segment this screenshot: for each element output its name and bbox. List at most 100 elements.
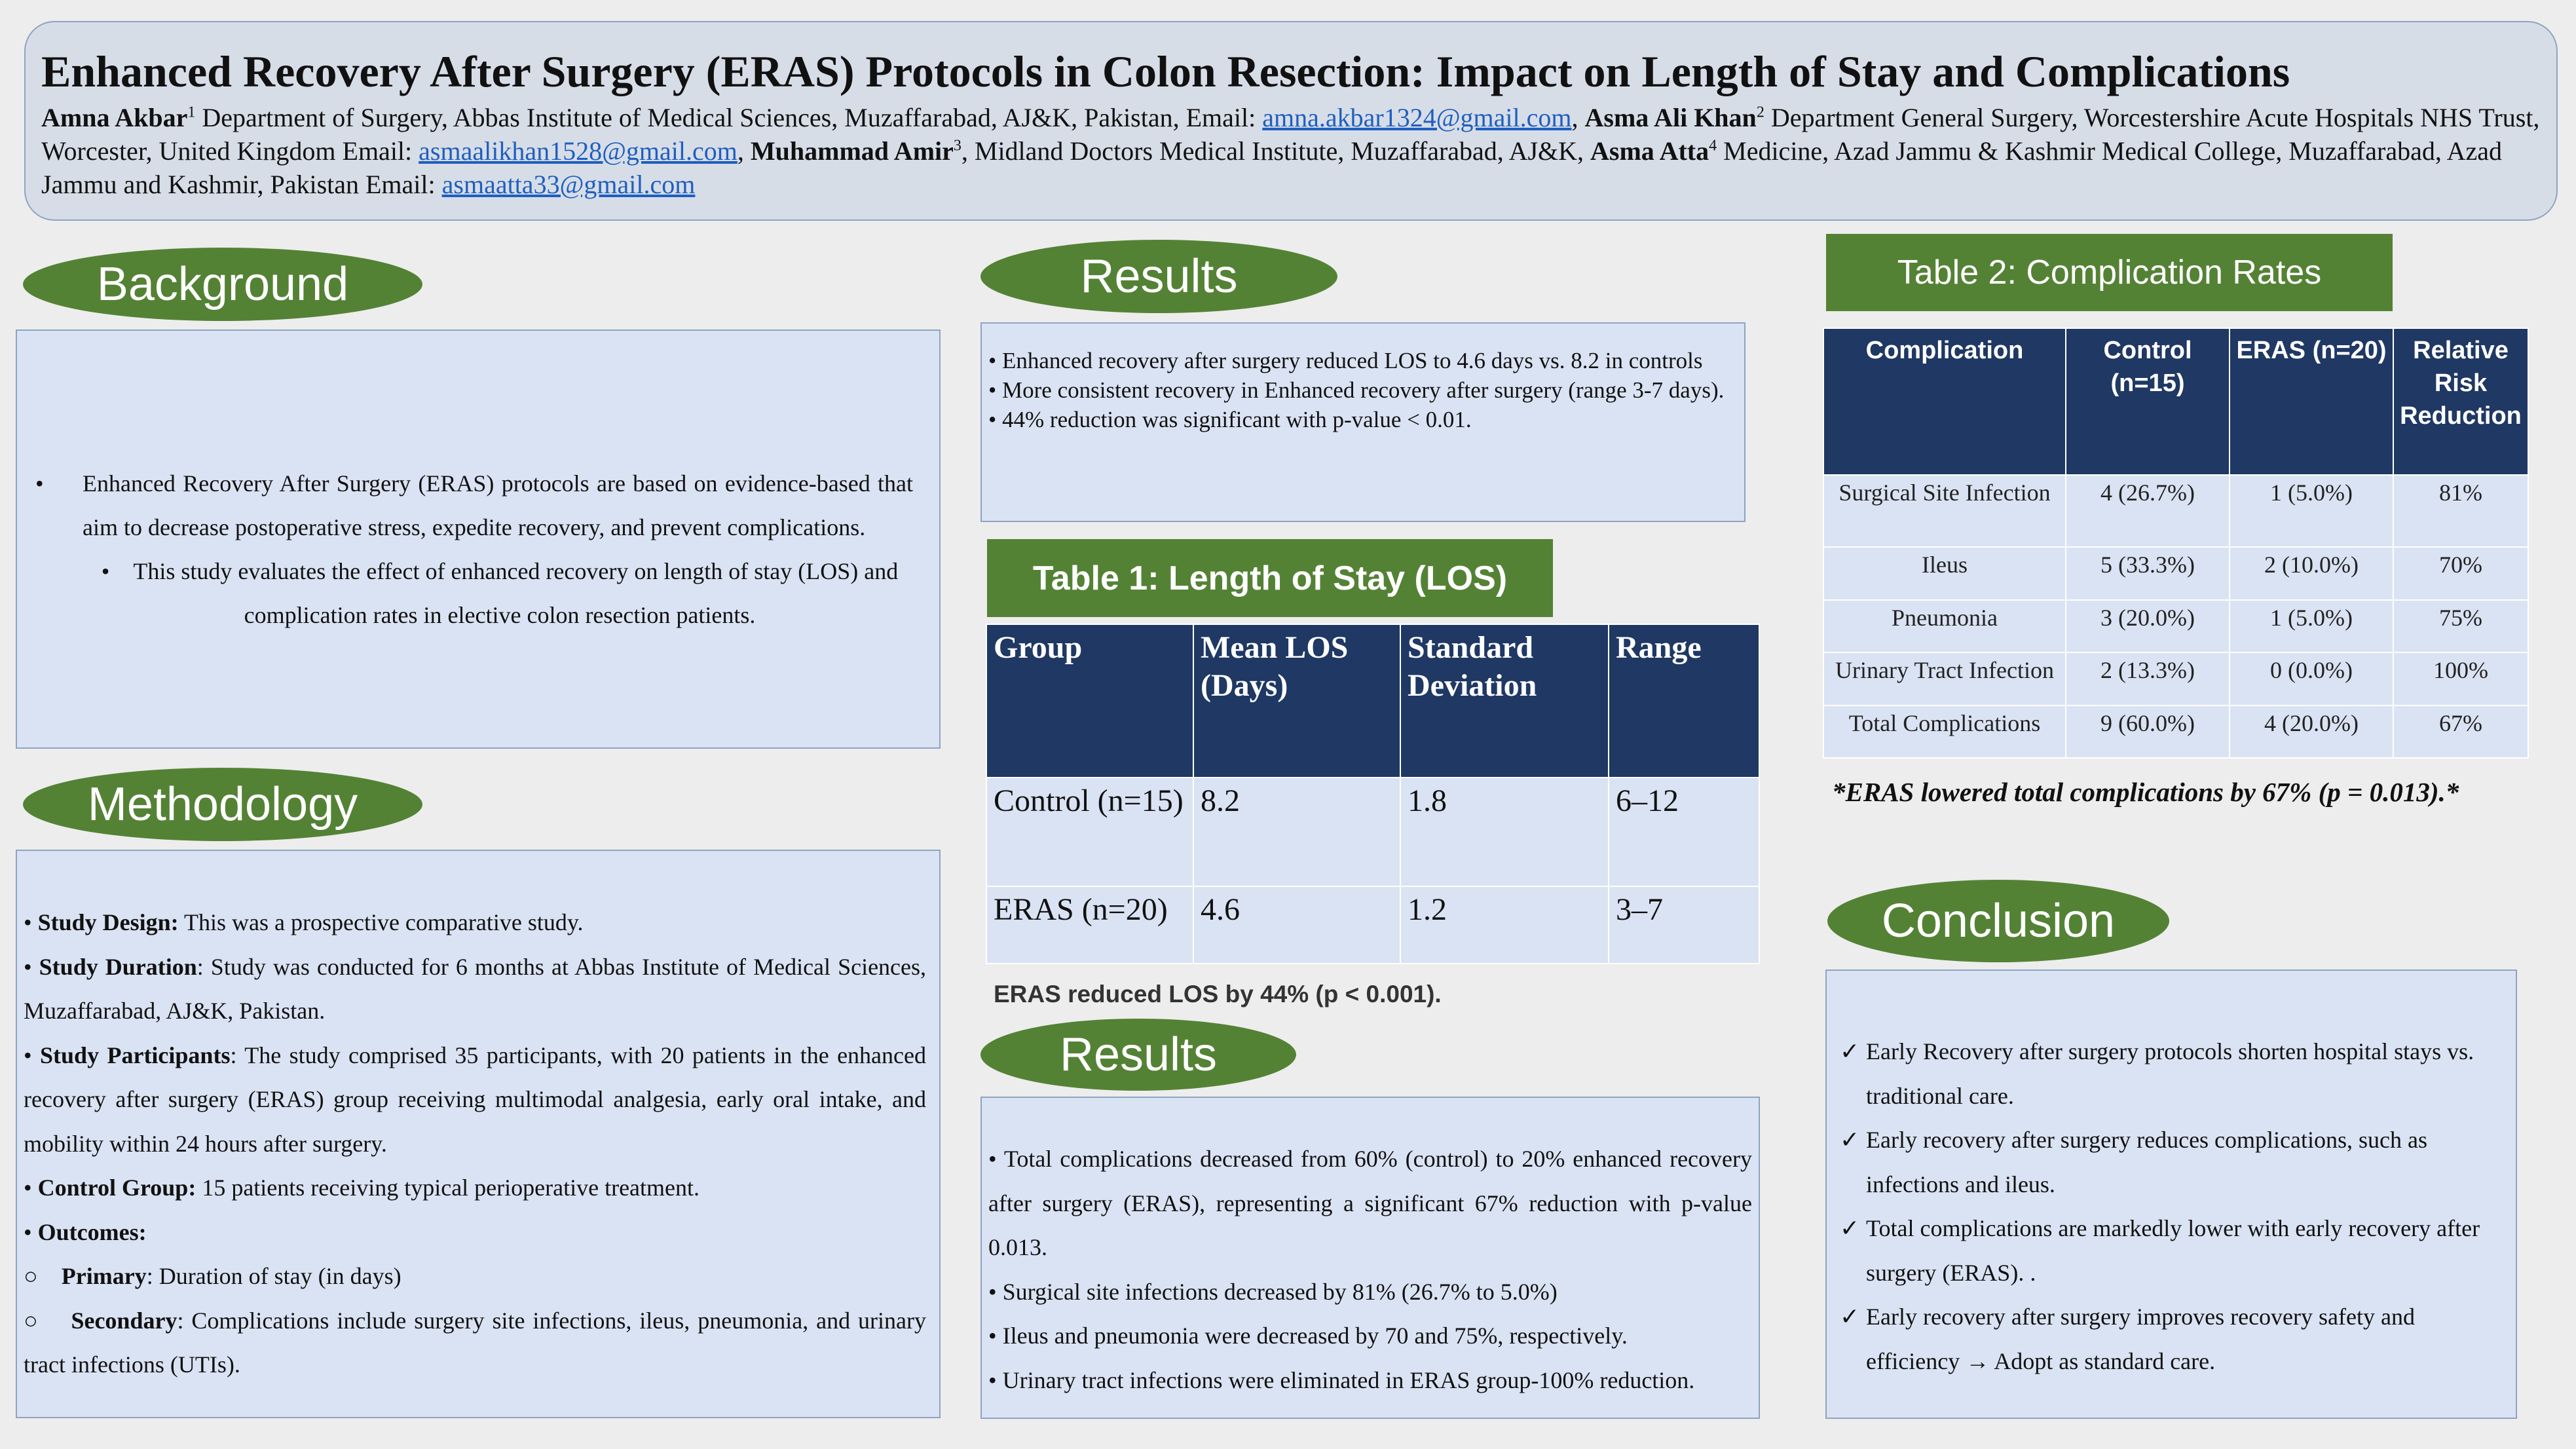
background-item-text: Enhanced Recovery After Surgery (ERAS) p… — [83, 470, 913, 540]
table-header-cell: Group — [986, 624, 1194, 778]
table-cell: 3–7 — [1608, 886, 1760, 964]
conclusion-item-text: Early recovery after surgery improves re… — [1866, 1304, 2415, 1374]
study-duration-item: • Study Duration: Study was conducted fo… — [24, 945, 926, 1034]
author-1-name: Amna Akbar — [41, 103, 188, 132]
author-1-affiliation: Department of Surgery, Abbas Institute o… — [195, 103, 1263, 132]
table-cell: 100% — [2393, 652, 2529, 706]
table-cell: 75% — [2393, 599, 2529, 653]
conclusion-item-text: Early recovery after surgery reduces com… — [1866, 1127, 2427, 1197]
bullet-glyph: • — [24, 909, 32, 935]
author-2-affiliation: Department General Surgery, Worcestershi… — [41, 103, 2540, 166]
results-item: • 44% reduction was significant with p-v… — [988, 407, 1472, 432]
results-item: • Surgical site infections decreased by … — [988, 1278, 1558, 1305]
table-cell: 67% — [2393, 704, 2529, 759]
results-item: • Urinary tract infections were eliminat… — [988, 1366, 1695, 1393]
table-header-cell: Range — [1608, 624, 1760, 778]
table-cell: 1 (5.0%) — [2229, 599, 2394, 653]
author-list: Amna Akbar1 Department of Surgery, Abbas… — [41, 103, 2540, 199]
table-cell: 6–12 — [1608, 777, 1760, 887]
table-cell: 4.6 — [1193, 886, 1401, 964]
table-header-cell: Standard Deviation — [1400, 624, 1609, 778]
bullet-glyph: • — [24, 1218, 32, 1245]
table-cell: ERAS (n=20) — [986, 886, 1194, 964]
author-1-sup: 1 — [187, 104, 196, 121]
circle-bullet-glyph: ○ — [24, 1263, 38, 1289]
author-2-email-link[interactable]: asmaalikhan1528@gmail.com — [419, 136, 737, 166]
table-cell: 2 (10.0%) — [2229, 546, 2394, 601]
table-header-cell: Mean LOS (Days) — [1193, 624, 1401, 778]
table-cell: Pneumonia — [1823, 599, 2066, 653]
table-row: Pneumonia 3 (20.0%) 1 (5.0%) 75% — [1823, 599, 2529, 653]
los-note: ERAS reduced LOS by 44% (p < 0.001). — [994, 981, 1442, 1007]
bullet-glyph: • — [24, 953, 32, 980]
author-3-name: Muhammad Amir — [750, 136, 954, 166]
secondary-outcome-item: ○ Secondary: Complications include surge… — [24, 1299, 926, 1387]
author-3-sup: 3 — [953, 137, 961, 155]
conclusion-item: ✓ Early recovery after surgery improves r… — [1840, 1295, 2503, 1383]
table-cell: 1.2 — [1400, 886, 1609, 964]
table-cell: 9 (60.0%) — [2065, 704, 2230, 759]
table-header-cell: Control (n=15) — [2065, 328, 2230, 476]
study-design-label: Study Design: — [37, 909, 179, 935]
study-duration-text: : Study was conducted for 6 months at Ab… — [24, 953, 927, 1025]
bullet-glyph: • — [24, 1042, 32, 1068]
author-4-name: Asma Atta — [1590, 136, 1709, 166]
table-cell: 3 (20.0%) — [2065, 599, 2230, 653]
table-header-cell: ERAS (n=20) — [2229, 328, 2394, 476]
table-cell: 4 (26.7%) — [2065, 474, 2230, 548]
table-row: Ileus 5 (33.3%) 2 (10.0%) 70% — [1823, 546, 2529, 601]
primary-outcome-text: : Duration of stay (in days) — [146, 1263, 401, 1289]
methodology-heading: Methodology — [23, 768, 422, 841]
table1-title: Table 1: Length of Stay (LOS) — [987, 539, 1553, 617]
conclusion-item: ✓ Early recovery after surgery reduces co… — [1840, 1118, 2503, 1207]
background-box: • Enhanced Recovery After Surgery (ERAS) … — [16, 329, 941, 749]
author-1-email-link[interactable]: amna.akbar1324@gmail.com — [1262, 103, 1572, 132]
conclusion-item-text: Early Recovery after surgery protocols s… — [1866, 1038, 2474, 1109]
author-3-affiliation: , Midland Doctors Medical Institute, Muz… — [961, 136, 1578, 166]
check-icon: ✓ — [1840, 1304, 1860, 1330]
table-row: Surgical Site Infection 4 (26.7%) 1 (5.0… — [1823, 474, 2529, 548]
table-row: Total Complications 9 (60.0%) 4 (20.0%) … — [1823, 704, 2529, 759]
study-design-item: • Study Design: This was a prospective c… — [24, 901, 926, 945]
conclusion-box: ✓ Early Recovery after surgery protocols … — [1825, 969, 2517, 1419]
conclusion-item-text: Total complications are markedly lower w… — [1866, 1215, 2480, 1286]
conclusion-item: ✓ Early Recovery after surgery protocols … — [1840, 1030, 2503, 1118]
table-cell: 81% — [2393, 474, 2529, 548]
table-cell: 70% — [2393, 546, 2529, 601]
table-cell: 4 (20.0%) — [2229, 704, 2394, 759]
circle-bullet-glyph: ○ — [24, 1307, 40, 1334]
table-cell: 5 (33.3%) — [2065, 546, 2230, 601]
author-4-sup: 4 — [1709, 137, 1717, 155]
table-row: Control (n=15) 8.2 1.8 6–12 — [986, 777, 1760, 887]
table-cell: Surgical Site Infection — [1823, 474, 2066, 548]
secondary-outcome-label: Secondary — [71, 1307, 177, 1334]
study-participants-item: • Study Participants: The study comprise… — [24, 1034, 926, 1167]
study-design-text: This was a prospective comparative study… — [178, 909, 584, 935]
conclusion-heading: Conclusion — [1827, 880, 2169, 962]
outcomes-label: Outcomes: — [37, 1218, 147, 1245]
background-item-text: This study evaluates the effect of enhan… — [133, 558, 899, 628]
author-4-email-link[interactable]: asmaatta33@gmail.com — [441, 170, 696, 199]
results-heading-top: Results — [980, 240, 1337, 313]
primary-outcome-item: ○ Primary: Duration of stay (in days) — [24, 1254, 926, 1299]
table-header-row: Group Mean LOS (Days) Standard Deviation… — [986, 624, 1760, 778]
study-participants-label: Study Participants — [40, 1042, 231, 1068]
primary-outcome-label: Primary — [61, 1263, 147, 1289]
control-group-label: Control Group: — [37, 1175, 196, 1201]
background-item: • This study evaluates the effect of enh… — [43, 550, 913, 637]
table-cell: Urinary Tract Infection — [1823, 652, 2066, 706]
bullet-glyph: • — [101, 558, 110, 584]
check-icon: ✓ — [1840, 1215, 1860, 1241]
table-cell: 8.2 — [1193, 777, 1401, 887]
results-item: • Ileus and pneumonia were decreased by … — [988, 1323, 1628, 1349]
control-group-item: • Control Group: 15 patients receiving t… — [24, 1166, 926, 1211]
table-cell: 0 (0.0%) — [2229, 652, 2394, 706]
table-cell: Total Complications — [1823, 704, 2066, 759]
results-item: • More consistent recovery in Enhanced r… — [988, 377, 1725, 403]
table-cell: 2 (13.3%) — [2065, 652, 2230, 706]
table-cell: Control (n=15) — [986, 777, 1194, 887]
table-header-row: Complication Control (n=15) ERAS (n=20) … — [1823, 328, 2529, 476]
complication-note: *ERAS lowered total complications by 67%… — [1832, 777, 2459, 807]
table-row: ERAS (n=20) 4.6 1.2 3–7 — [986, 886, 1760, 964]
los-table: Group Mean LOS (Days) Standard Deviation… — [986, 624, 1760, 964]
